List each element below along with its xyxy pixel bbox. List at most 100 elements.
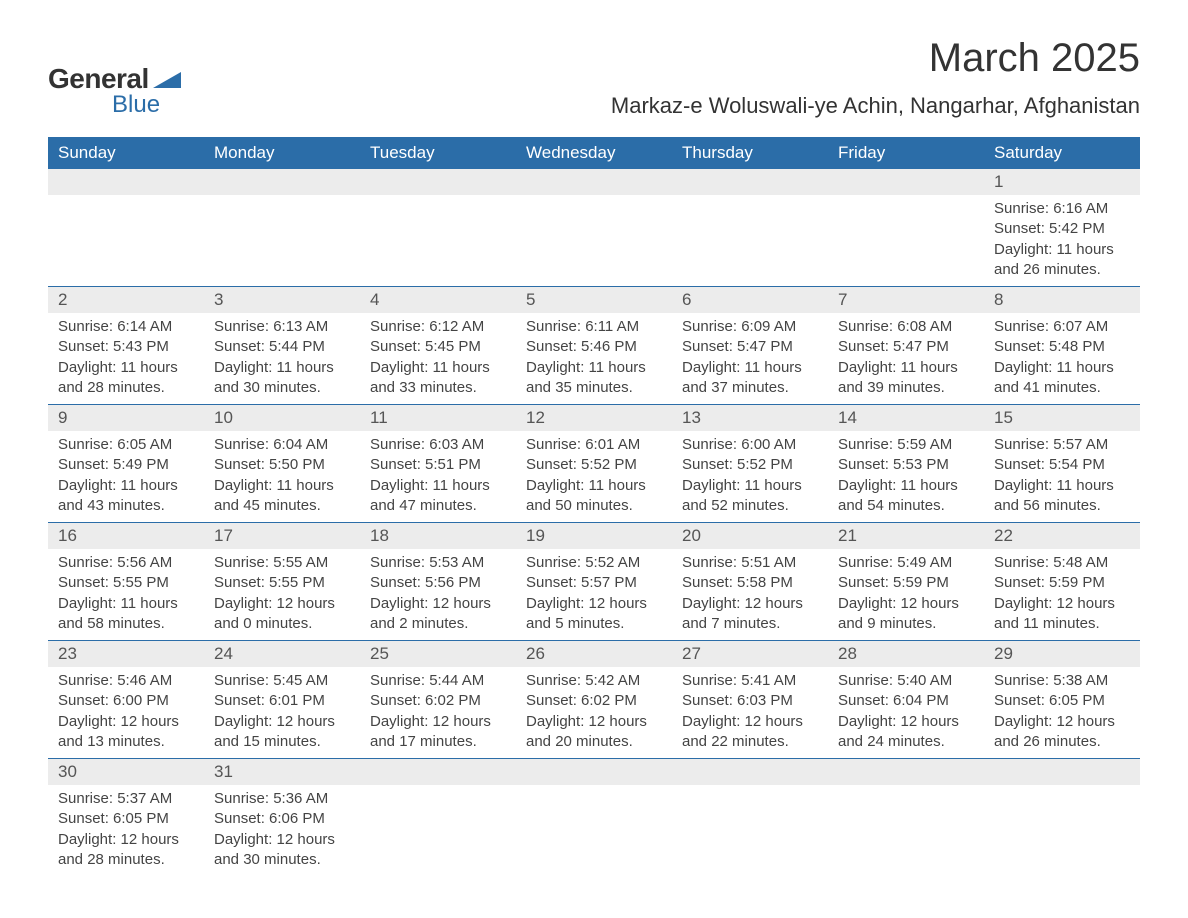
calendar-week-row: 23Sunrise: 5:46 AMSunset: 6:00 PMDayligh… bbox=[48, 641, 1140, 759]
calendar-cell: 13Sunrise: 6:00 AMSunset: 5:52 PMDayligh… bbox=[672, 405, 828, 523]
logo-word-blue: Blue bbox=[112, 91, 160, 119]
month-title: March 2025 bbox=[611, 36, 1140, 81]
day-number: 18 bbox=[360, 523, 516, 549]
day-number: 9 bbox=[48, 405, 204, 431]
daylight-line: Daylight: 12 hoursand 17 minutes. bbox=[370, 712, 506, 753]
day-number: 14 bbox=[828, 405, 984, 431]
day-number: 22 bbox=[984, 523, 1140, 549]
daylight-line: Daylight: 11 hoursand 58 minutes. bbox=[58, 594, 194, 635]
calendar-cell: 26Sunrise: 5:42 AMSunset: 6:02 PMDayligh… bbox=[516, 641, 672, 759]
day-details bbox=[360, 195, 516, 205]
day-details bbox=[828, 785, 984, 795]
logo: General Blue bbox=[48, 63, 181, 119]
weekday-header: Wednesday bbox=[516, 137, 672, 169]
sunset-line: Sunset: 5:45 PM bbox=[370, 337, 506, 357]
day-number: 26 bbox=[516, 641, 672, 667]
sunset-line: Sunset: 5:43 PM bbox=[58, 337, 194, 357]
calendar-cell bbox=[204, 169, 360, 287]
day-number: 24 bbox=[204, 641, 360, 667]
sunset-line: Sunset: 5:42 PM bbox=[994, 219, 1130, 239]
calendar-cell: 30Sunrise: 5:37 AMSunset: 6:05 PMDayligh… bbox=[48, 759, 204, 877]
sunrise-line: Sunrise: 6:05 AM bbox=[58, 435, 194, 455]
day-number bbox=[516, 759, 672, 785]
calendar-cell: 25Sunrise: 5:44 AMSunset: 6:02 PMDayligh… bbox=[360, 641, 516, 759]
calendar-week-row: 30Sunrise: 5:37 AMSunset: 6:05 PMDayligh… bbox=[48, 759, 1140, 877]
sunset-line: Sunset: 5:53 PM bbox=[838, 455, 974, 475]
sunrise-line: Sunrise: 5:37 AM bbox=[58, 789, 194, 809]
calendar-cell bbox=[360, 759, 516, 877]
sunrise-line: Sunrise: 5:36 AM bbox=[214, 789, 350, 809]
day-details: Sunrise: 5:51 AMSunset: 5:58 PMDaylight:… bbox=[672, 549, 828, 640]
page-header: General Blue March 2025 Markaz-e Woluswa… bbox=[48, 36, 1140, 119]
daylight-line: Daylight: 12 hoursand 28 minutes. bbox=[58, 830, 194, 871]
daylight-line: Daylight: 11 hoursand 50 minutes. bbox=[526, 476, 662, 517]
daylight-line: Daylight: 11 hoursand 56 minutes. bbox=[994, 476, 1130, 517]
calendar-cell: 27Sunrise: 5:41 AMSunset: 6:03 PMDayligh… bbox=[672, 641, 828, 759]
sunset-line: Sunset: 5:59 PM bbox=[838, 573, 974, 593]
calendar-cell: 31Sunrise: 5:36 AMSunset: 6:06 PMDayligh… bbox=[204, 759, 360, 877]
sunset-line: Sunset: 6:05 PM bbox=[58, 809, 194, 829]
day-details bbox=[48, 195, 204, 205]
calendar-cell bbox=[828, 759, 984, 877]
calendar-cell: 21Sunrise: 5:49 AMSunset: 5:59 PMDayligh… bbox=[828, 523, 984, 641]
daylight-line: Daylight: 12 hoursand 24 minutes. bbox=[838, 712, 974, 753]
day-details: Sunrise: 5:40 AMSunset: 6:04 PMDaylight:… bbox=[828, 667, 984, 758]
day-number bbox=[828, 759, 984, 785]
day-details: Sunrise: 6:01 AMSunset: 5:52 PMDaylight:… bbox=[516, 431, 672, 522]
daylight-line: Daylight: 11 hoursand 41 minutes. bbox=[994, 358, 1130, 399]
day-details: Sunrise: 5:57 AMSunset: 5:54 PMDaylight:… bbox=[984, 431, 1140, 522]
calendar-cell: 12Sunrise: 6:01 AMSunset: 5:52 PMDayligh… bbox=[516, 405, 672, 523]
sunrise-line: Sunrise: 5:48 AM bbox=[994, 553, 1130, 573]
sunrise-line: Sunrise: 5:46 AM bbox=[58, 671, 194, 691]
calendar-cell: 5Sunrise: 6:11 AMSunset: 5:46 PMDaylight… bbox=[516, 287, 672, 405]
sunset-line: Sunset: 5:58 PM bbox=[682, 573, 818, 593]
day-details: Sunrise: 6:00 AMSunset: 5:52 PMDaylight:… bbox=[672, 431, 828, 522]
day-number: 2 bbox=[48, 287, 204, 313]
sunset-line: Sunset: 5:46 PM bbox=[526, 337, 662, 357]
sunrise-line: Sunrise: 5:45 AM bbox=[214, 671, 350, 691]
calendar-header-row: SundayMondayTuesdayWednesdayThursdayFrid… bbox=[48, 137, 1140, 169]
sunrise-line: Sunrise: 6:04 AM bbox=[214, 435, 350, 455]
sunset-line: Sunset: 6:02 PM bbox=[370, 691, 506, 711]
sunrise-line: Sunrise: 6:07 AM bbox=[994, 317, 1130, 337]
day-number: 10 bbox=[204, 405, 360, 431]
day-number bbox=[516, 169, 672, 195]
day-details: Sunrise: 5:37 AMSunset: 6:05 PMDaylight:… bbox=[48, 785, 204, 876]
day-details bbox=[984, 785, 1140, 795]
calendar-cell bbox=[828, 169, 984, 287]
day-details: Sunrise: 5:52 AMSunset: 5:57 PMDaylight:… bbox=[516, 549, 672, 640]
calendar-cell: 8Sunrise: 6:07 AMSunset: 5:48 PMDaylight… bbox=[984, 287, 1140, 405]
calendar-cell bbox=[360, 169, 516, 287]
daylight-line: Daylight: 12 hoursand 30 minutes. bbox=[214, 830, 350, 871]
day-number: 13 bbox=[672, 405, 828, 431]
day-details: Sunrise: 5:56 AMSunset: 5:55 PMDaylight:… bbox=[48, 549, 204, 640]
calendar-cell: 9Sunrise: 6:05 AMSunset: 5:49 PMDaylight… bbox=[48, 405, 204, 523]
day-details bbox=[672, 785, 828, 795]
sunrise-line: Sunrise: 6:08 AM bbox=[838, 317, 974, 337]
sunrise-line: Sunrise: 6:12 AM bbox=[370, 317, 506, 337]
day-details: Sunrise: 6:04 AMSunset: 5:50 PMDaylight:… bbox=[204, 431, 360, 522]
day-details bbox=[828, 195, 984, 205]
daylight-line: Daylight: 12 hoursand 5 minutes. bbox=[526, 594, 662, 635]
sunrise-line: Sunrise: 6:03 AM bbox=[370, 435, 506, 455]
day-details: Sunrise: 5:55 AMSunset: 5:55 PMDaylight:… bbox=[204, 549, 360, 640]
calendar-cell: 15Sunrise: 5:57 AMSunset: 5:54 PMDayligh… bbox=[984, 405, 1140, 523]
daylight-line: Daylight: 12 hoursand 0 minutes. bbox=[214, 594, 350, 635]
sunrise-line: Sunrise: 6:13 AM bbox=[214, 317, 350, 337]
day-details bbox=[360, 785, 516, 795]
daylight-line: Daylight: 12 hoursand 7 minutes. bbox=[682, 594, 818, 635]
daylight-line: Daylight: 12 hoursand 26 minutes. bbox=[994, 712, 1130, 753]
sunset-line: Sunset: 5:55 PM bbox=[214, 573, 350, 593]
day-number bbox=[204, 169, 360, 195]
day-number: 8 bbox=[984, 287, 1140, 313]
day-number: 21 bbox=[828, 523, 984, 549]
day-details: Sunrise: 6:16 AMSunset: 5:42 PMDaylight:… bbox=[984, 195, 1140, 286]
day-number: 20 bbox=[672, 523, 828, 549]
daylight-line: Daylight: 11 hoursand 35 minutes. bbox=[526, 358, 662, 399]
day-details: Sunrise: 6:11 AMSunset: 5:46 PMDaylight:… bbox=[516, 313, 672, 404]
day-details: Sunrise: 6:09 AMSunset: 5:47 PMDaylight:… bbox=[672, 313, 828, 404]
sunset-line: Sunset: 5:49 PM bbox=[58, 455, 194, 475]
calendar-cell: 20Sunrise: 5:51 AMSunset: 5:58 PMDayligh… bbox=[672, 523, 828, 641]
daylight-line: Daylight: 12 hoursand 13 minutes. bbox=[58, 712, 194, 753]
day-number bbox=[48, 169, 204, 195]
